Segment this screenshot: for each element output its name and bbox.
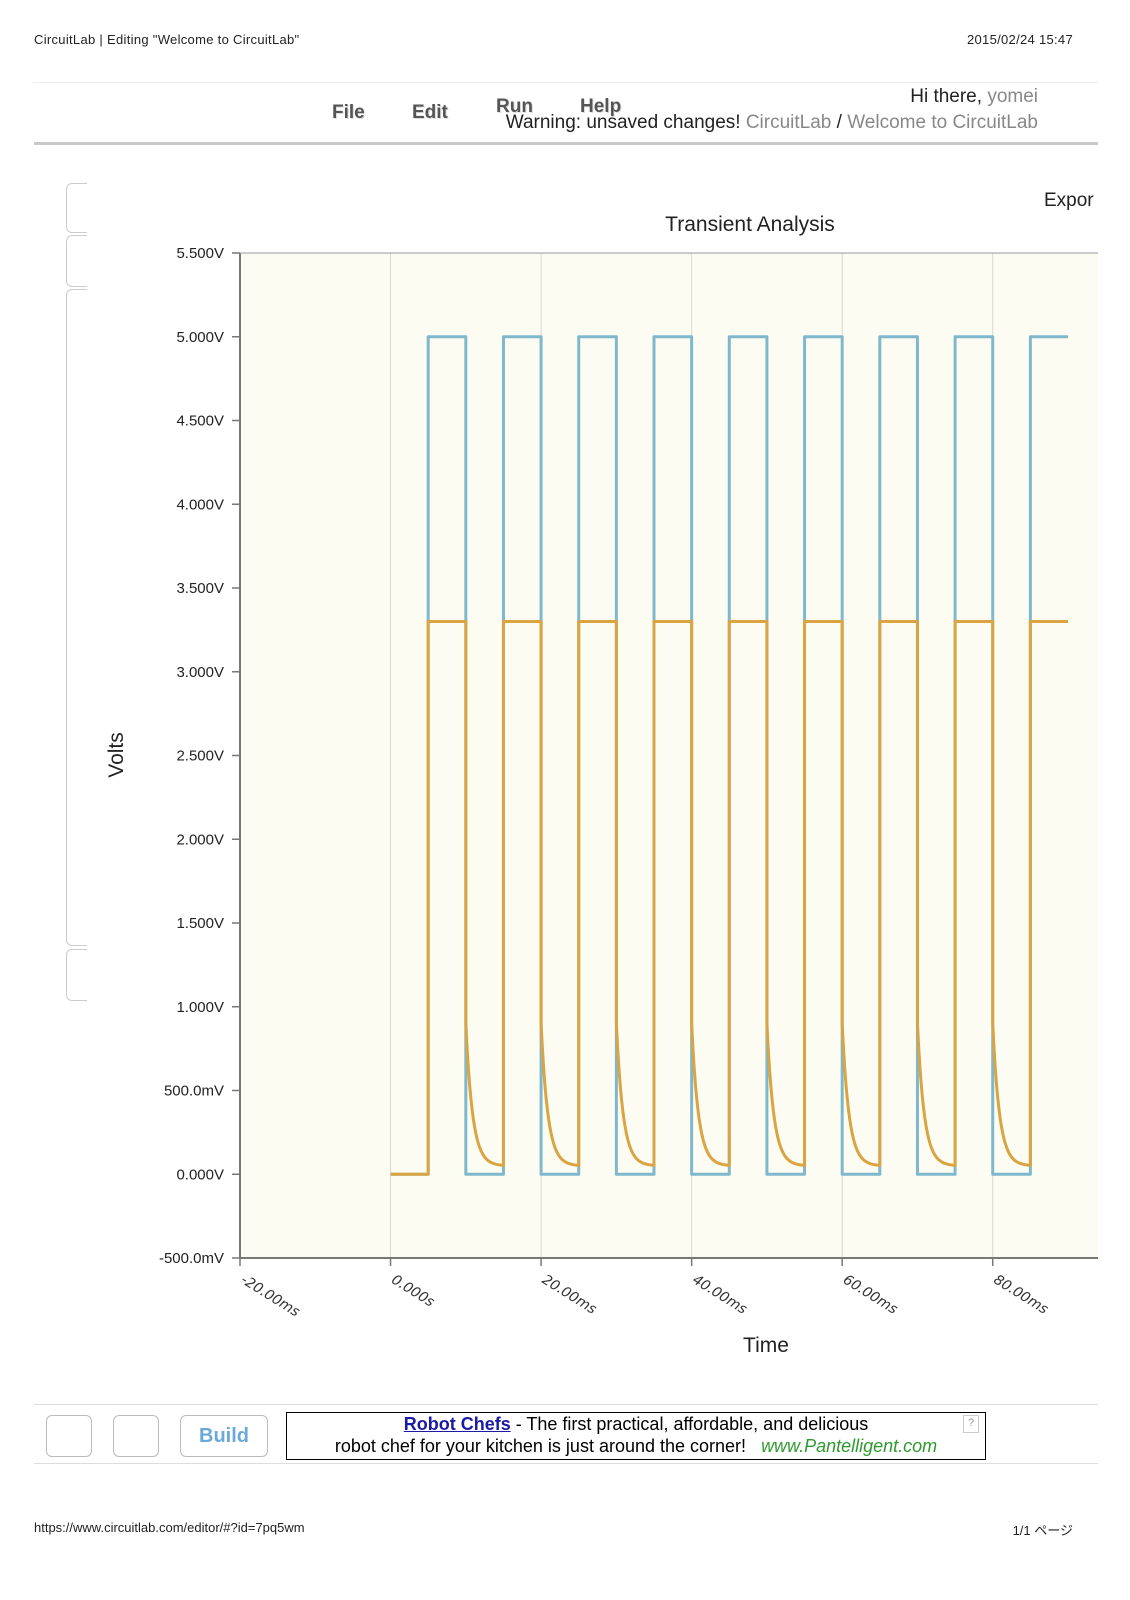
ad-text-1: - The first practical, affordable, and d… (510, 1414, 869, 1434)
menu-edit[interactable]: Edit (412, 102, 448, 123)
side-tab-2[interactable] (66, 235, 87, 287)
menu-run[interactable]: Run (496, 96, 533, 117)
side-tab-3[interactable] (66, 289, 87, 946)
y-tick-label: 2.000V (176, 831, 224, 848)
unsaved-warning: Warning: unsaved changes! (505, 112, 741, 133)
toolbar-button-2[interactable] (113, 1415, 159, 1457)
ad-line-1: Robot Chefs - The first practical, affor… (287, 1413, 985, 1435)
build-button[interactable]: Build (180, 1415, 268, 1457)
y-tick-label: 3.000V (176, 664, 224, 681)
ad-text-2: robot chef for your kitchen is just arou… (334, 1436, 747, 1456)
y-tick-label: 4.000V (176, 496, 224, 513)
y-tick-label: 4.500V (176, 413, 224, 430)
status-line: Warning: unsaved changes! CircuitLab / W… (506, 112, 1038, 134)
print-datetime: 2015/02/24 15:47 (966, 32, 1073, 47)
breadcrumb-root[interactable]: CircuitLab (745, 112, 832, 133)
ad-url-link[interactable]: www.Pantelligent.com (761, 1436, 938, 1456)
y-tick-label: 500.0mV (164, 1083, 224, 1100)
user-greeting: Hi there, yomei (910, 86, 1038, 108)
x-tick-label: -20.00ms (238, 1272, 303, 1321)
x-axis-ticks: -20.00ms 0.000s 20.00ms 40.00ms 60.00ms 80.00… (238, 1258, 1051, 1320)
chart-title: Transient Analysis (665, 213, 835, 236)
y-axis-title: Volts (105, 732, 128, 778)
breadcrumb-document[interactable]: Welcome to CircuitLab (847, 112, 1038, 133)
ad-help-icon[interactable]: ? (963, 1415, 979, 1433)
x-tick-label: 20.00ms (539, 1272, 599, 1318)
print-page-title: CircuitLab | Editing "Welcome to Circuit… (34, 32, 300, 47)
transient-chart: -500.0mV 0.000V 500.0mV 1.000V 1.500V 2.000V 2… (105, 213, 1098, 1357)
x-tick-label: 0.000s (388, 1272, 437, 1311)
data-series (390, 335, 1068, 1176)
plot-background (240, 253, 1098, 1258)
top-navigation-bar: File Edit Run Help Hi there, yomei Warni… (34, 82, 1098, 145)
x-axis-title: Time (743, 1334, 789, 1357)
y-tick-label: 5.000V (176, 329, 224, 346)
print-url: https://www.circuitlab.com/editor/#?id=7… (34, 1520, 305, 1535)
y-tick-label: 3.500V (176, 580, 224, 597)
series-line-2 (390, 620, 1068, 1176)
side-tab-1[interactable] (66, 183, 87, 233)
export-button[interactable]: Expor (1044, 190, 1094, 211)
ad-title-link[interactable]: Robot Chefs (403, 1414, 511, 1434)
username-link[interactable]: yomei (987, 86, 1038, 107)
menu-file[interactable]: File (332, 102, 365, 123)
y-tick-label: 1.000V (176, 999, 224, 1016)
breadcrumb-separator: / (836, 112, 842, 133)
print-header: CircuitLab | Editing "Welcome to Circuit… (34, 32, 1073, 47)
y-tick-label: 2.500V (176, 748, 224, 765)
ad-line-2: robot chef for your kitchen is just arou… (287, 1435, 985, 1457)
x-tick-label: 60.00ms (840, 1272, 900, 1318)
x-tick-label: 40.00ms (690, 1272, 750, 1318)
y-axis-ticks: -500.0mV 0.000V 500.0mV 1.000V 1.500V 2.000V 2… (159, 245, 240, 1267)
y-tick-label: 1.500V (176, 915, 224, 932)
toolbar-button-1[interactable] (46, 1415, 92, 1457)
greeting-text: Hi there, (910, 86, 983, 107)
side-tab-4[interactable] (66, 949, 87, 1001)
bottom-toolbar: Build Robot Chefs - The first practical,… (34, 1404, 1098, 1464)
y-tick-label: 5.500V (176, 245, 224, 262)
y-tick-label: 0.000V (176, 1166, 224, 1183)
x-tick-label: 80.00ms (991, 1272, 1051, 1318)
print-footer: https://www.circuitlab.com/editor/#?id=7… (34, 1520, 1073, 1538)
ad-banner: Robot Chefs - The first practical, affor… (286, 1412, 986, 1460)
print-page-number: 1/1 ページ (1012, 1523, 1073, 1538)
menu-help[interactable]: Help (580, 96, 622, 117)
y-tick-label: -500.0mV (159, 1250, 224, 1267)
